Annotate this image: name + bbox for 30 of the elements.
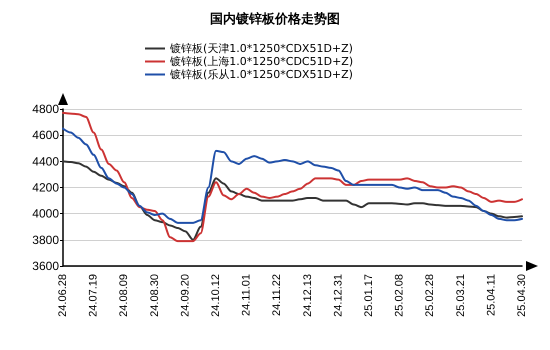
x-tick-label: 24.07.19 (88, 274, 100, 317)
x-tick-label: 24.08.30 (148, 274, 161, 317)
chart-title: 国内镀锌板价格走势图 (210, 11, 340, 27)
x-tick-label: 24.12.31 (332, 274, 344, 317)
legend-label: 镀锌板(上海1.0*1250*CDC51D+Z) (169, 55, 354, 68)
x-tick-label: 24.09.20 (179, 274, 192, 317)
line-series (62, 112, 523, 242)
x-tick-label: 25.04.11 (485, 274, 498, 316)
y-tick-label: 3600 (32, 259, 60, 273)
x-tick-label: 25.02.28 (424, 274, 436, 317)
x-tick-label: 25.02.08 (394, 274, 406, 317)
y-tick-label: 4400 (32, 154, 60, 168)
x-tick-label: 24.12.13 (302, 274, 314, 317)
x-tick-label: 25.03.21 (454, 274, 467, 317)
x-tick-label: 24.11.01 (240, 274, 253, 316)
x-tick-label: 24.10.12 (210, 274, 222, 317)
y-tick-label: 4000 (32, 206, 60, 221)
x-tick-label: 24.11.22 (271, 274, 284, 316)
y-tick-label: 4800 (32, 102, 60, 116)
y-tick-label: 4600 (32, 128, 60, 142)
x-tick-label: 25.01.17 (363, 274, 375, 317)
y-tick-label: 4200 (32, 180, 60, 194)
line-series (62, 160, 523, 241)
legend-label: 镀锌板(乐从1.0*1250*CDX51D+Z) (169, 68, 353, 81)
legend-label: 镀锌板(天津1.0*1250*CDX51D+Z) (169, 42, 353, 55)
x-tick-label: 24.06.28 (57, 274, 69, 317)
y-tick-label: 3800 (32, 232, 60, 247)
line-series (62, 128, 523, 224)
x-tick-label: 25.04.30 (516, 274, 528, 317)
x-tick-label: 24.08.09 (118, 274, 130, 317)
